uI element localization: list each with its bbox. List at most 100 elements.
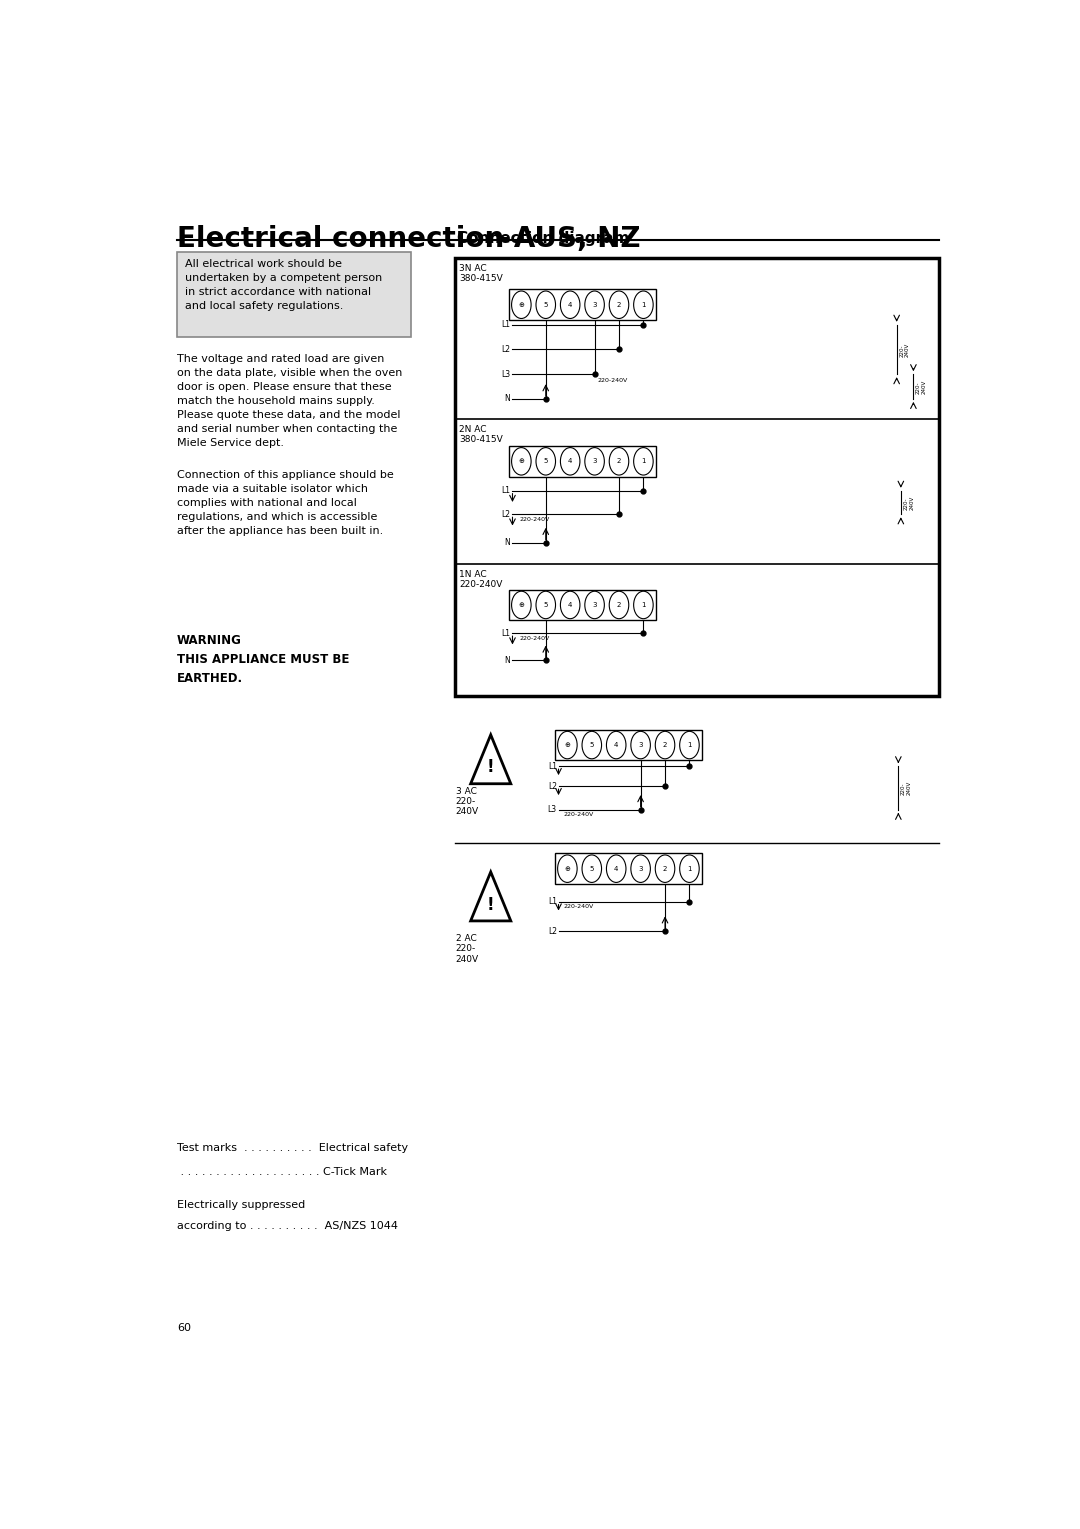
Text: 5: 5	[543, 301, 548, 307]
Text: 4: 4	[568, 459, 572, 465]
Circle shape	[584, 592, 605, 619]
Circle shape	[634, 291, 653, 318]
Text: 4: 4	[615, 742, 619, 748]
Circle shape	[584, 291, 605, 318]
Text: according to . . . . . . . . . .  AS/NZS 1044: according to . . . . . . . . . . AS/NZS …	[177, 1220, 397, 1231]
Text: 3 AC
220-
240V: 3 AC 220- 240V	[456, 787, 478, 816]
Circle shape	[512, 291, 531, 318]
Circle shape	[536, 448, 555, 476]
Bar	[177, 252, 411, 336]
Text: 2: 2	[663, 742, 667, 748]
Bar	[455, 258, 939, 696]
Text: WARNING
THIS APPLIANCE MUST BE
EARTHED.: WARNING THIS APPLIANCE MUST BE EARTHED.	[177, 635, 349, 685]
Text: L2: L2	[501, 346, 510, 355]
Text: 60: 60	[177, 1323, 191, 1333]
Text: L3: L3	[548, 806, 557, 815]
Text: 1: 1	[687, 742, 691, 748]
Bar	[509, 446, 656, 477]
Circle shape	[679, 855, 699, 882]
Text: Connection of this appliance should be
made via a suitable isolator which
compli: Connection of this appliance should be m…	[177, 469, 393, 535]
Text: 3: 3	[592, 459, 597, 465]
Text: 220-240V: 220-240V	[519, 517, 550, 521]
Text: !: !	[487, 758, 495, 777]
Text: 220-240V: 220-240V	[519, 636, 550, 641]
Circle shape	[609, 592, 629, 619]
Text: Connection diagram: Connection diagram	[457, 231, 630, 246]
Circle shape	[631, 731, 650, 758]
Bar	[509, 289, 656, 320]
Text: 2: 2	[663, 865, 667, 872]
Text: . . . . . . . . . . . . . . . . . . . . C-Tick Mark: . . . . . . . . . . . . . . . . . . . . …	[177, 1167, 387, 1176]
Text: 2: 2	[617, 301, 621, 307]
Text: 220-240V: 220-240V	[564, 904, 594, 910]
Bar	[555, 729, 702, 760]
Text: 4: 4	[615, 865, 619, 872]
Text: ⊕: ⊕	[518, 602, 524, 609]
Text: 5: 5	[543, 459, 548, 465]
Text: 2: 2	[617, 459, 621, 465]
Text: 5: 5	[543, 602, 548, 609]
Circle shape	[634, 448, 653, 476]
Circle shape	[512, 448, 531, 476]
Text: 220-240V: 220-240V	[597, 378, 627, 382]
Bar	[509, 590, 656, 621]
Circle shape	[609, 448, 629, 476]
Text: L3: L3	[501, 370, 510, 379]
Text: 1: 1	[642, 602, 646, 609]
Text: The voltage and rated load are given
on the data plate, visible when the oven
do: The voltage and rated load are given on …	[177, 355, 402, 448]
Text: 220-
240V: 220- 240V	[903, 495, 914, 509]
Text: L1: L1	[548, 761, 557, 771]
Text: ⊕: ⊕	[518, 301, 524, 307]
Text: Test marks  . . . . . . . . . .  Electrical safety: Test marks . . . . . . . . . . Electrica…	[177, 1144, 408, 1153]
Text: 1: 1	[642, 301, 646, 307]
Text: ⊕: ⊕	[518, 459, 524, 465]
Circle shape	[609, 291, 629, 318]
Text: 3: 3	[638, 865, 643, 872]
Text: 3N AC
380-415V: 3N AC 380-415V	[459, 263, 502, 283]
Text: 4: 4	[568, 602, 572, 609]
Text: N: N	[504, 394, 510, 404]
Text: L2: L2	[548, 781, 557, 790]
Text: All electrical work should be
undertaken by a competent person
in strict accorda: All electrical work should be undertaken…	[186, 258, 382, 310]
Text: L1: L1	[548, 898, 557, 907]
Circle shape	[561, 592, 580, 619]
Text: !: !	[487, 896, 495, 914]
Circle shape	[634, 592, 653, 619]
Text: 2 AC
220-
240V: 2 AC 220- 240V	[456, 934, 478, 963]
Text: ⊕: ⊕	[565, 742, 570, 748]
Text: 220-
240V: 220- 240V	[916, 379, 927, 393]
Text: L1: L1	[501, 320, 510, 329]
Circle shape	[607, 731, 626, 758]
Circle shape	[557, 855, 577, 882]
Text: 220-240V: 220-240V	[564, 812, 594, 816]
Text: 4: 4	[568, 301, 572, 307]
Text: 3: 3	[592, 602, 597, 609]
Circle shape	[584, 448, 605, 476]
Text: 5: 5	[590, 865, 594, 872]
Text: Electrical connection AUS, NZ: Electrical connection AUS, NZ	[177, 225, 640, 252]
Circle shape	[607, 855, 626, 882]
Circle shape	[557, 731, 577, 758]
Text: 5: 5	[590, 742, 594, 748]
Text: ⊕: ⊕	[565, 865, 570, 872]
Text: 1: 1	[687, 865, 691, 872]
Text: L2: L2	[548, 927, 557, 936]
Text: 1: 1	[642, 459, 646, 465]
Circle shape	[512, 592, 531, 619]
Text: L1: L1	[501, 628, 510, 638]
Circle shape	[561, 291, 580, 318]
Text: N: N	[504, 538, 510, 547]
Text: 1N AC
220-240V: 1N AC 220-240V	[459, 570, 502, 589]
Text: L1: L1	[501, 486, 510, 495]
Text: Electrically suppressed: Electrically suppressed	[177, 1200, 306, 1209]
Bar	[555, 853, 702, 884]
Text: 2N AC
380-415V: 2N AC 380-415V	[459, 425, 502, 445]
Circle shape	[679, 731, 699, 758]
Circle shape	[536, 291, 555, 318]
Text: 3: 3	[638, 742, 643, 748]
Circle shape	[582, 855, 602, 882]
Text: 220-
240V: 220- 240V	[900, 342, 910, 356]
Circle shape	[656, 855, 675, 882]
Text: N: N	[504, 656, 510, 665]
Text: 3: 3	[592, 301, 597, 307]
